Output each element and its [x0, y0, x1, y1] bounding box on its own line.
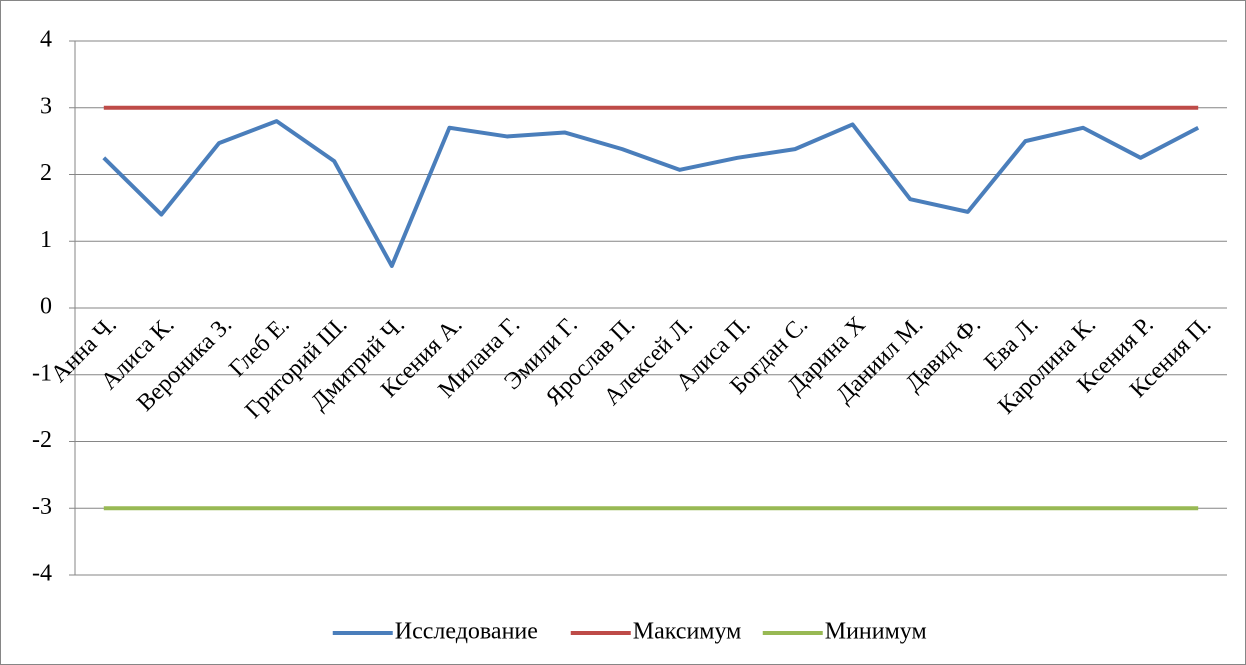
legend-label: Исследование	[395, 619, 538, 645]
y-tick-label: -2	[32, 427, 52, 453]
series-line	[102, 119, 1200, 268]
y-tick-label: -3	[32, 494, 52, 520]
legend-label: Минимум	[825, 619, 927, 645]
y-tick-label: 4	[40, 27, 52, 53]
y-tick-label: 2	[40, 160, 52, 186]
y-tick-label: 0	[40, 294, 52, 320]
y-tick-label: -4	[32, 561, 52, 587]
legend-label: Максимум	[633, 619, 742, 645]
y-tick-label: -1	[32, 360, 52, 386]
y-tick-label: 1	[40, 227, 52, 253]
y-tick-label: 3	[40, 93, 52, 119]
